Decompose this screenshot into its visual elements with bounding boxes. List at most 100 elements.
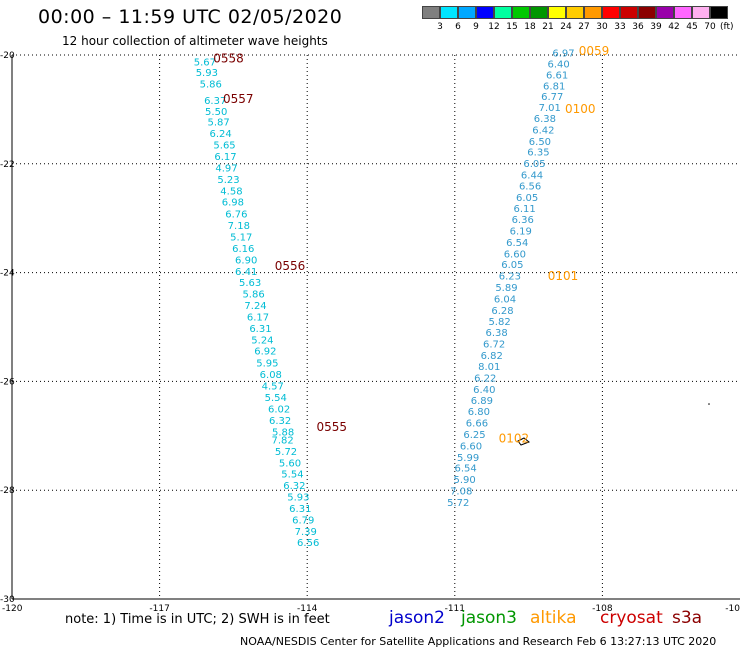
wave-height-label: 5.63 [239, 278, 261, 289]
wave-height-label: 5.54 [265, 393, 287, 404]
wave-height-label: 5.54 [281, 470, 303, 481]
wave-height-label: 6.42 [532, 125, 554, 136]
color-scale-swatch [656, 6, 674, 19]
color-scale-tick-label: 18 [524, 22, 536, 32]
legend-cryosat-label: cryosat [600, 608, 663, 628]
wave-height-label: 6.82 [481, 351, 503, 362]
wave-height-label: 6.56 [297, 538, 319, 549]
wave-height-label: 5.82 [488, 317, 510, 328]
wave-height-label: 6.11 [514, 204, 536, 215]
wave-height-label: 5.95 [256, 359, 278, 370]
wave-height-label: 6.16 [232, 244, 254, 255]
wave-height-label: 8.01 [478, 362, 500, 373]
wave-height-label: 6.31 [289, 504, 311, 515]
wave-height-label: 4.58 [220, 186, 242, 197]
wave-height-label: 6.35 [527, 148, 549, 159]
wave-height-label: 6.56 [519, 181, 541, 192]
y-tick-label: -22 [0, 160, 15, 170]
color-scale-tick-label: 3 [437, 22, 443, 32]
wave-height-label: 6.54 [454, 464, 476, 475]
legend-jason2: jason2 [389, 608, 445, 628]
wave-height-label: 6.24 [209, 129, 231, 140]
color-scale-swatch [476, 6, 494, 19]
color-scale-swatch [458, 6, 476, 19]
wave-height-label: 7.24 [244, 301, 266, 312]
wave-height-label: 6.23 [499, 272, 521, 283]
y-tick-label: -24 [0, 269, 15, 279]
wave-height-label: 6.89 [471, 396, 493, 407]
color-scale-tick-label: 70 [704, 22, 716, 32]
wave-height-label: 5.17 [230, 233, 252, 244]
x-tick-label: -108 [592, 604, 613, 614]
color-scale-swatch [566, 6, 584, 19]
wave-height-label: 5.72 [447, 498, 469, 509]
wave-height-label: 5.24 [251, 335, 273, 346]
color-scale-tick-label: 6 [455, 22, 461, 32]
legend-cryosat: cryosat [600, 608, 663, 628]
y-tick-label: -26 [0, 377, 15, 387]
wave-height-label: 6.50 [529, 137, 551, 148]
wave-height-label: 5.87 [208, 118, 230, 129]
wave-height-label: 5.88 [272, 427, 294, 438]
color-scale-swatch [692, 6, 710, 19]
x-tick-label: -117 [149, 604, 169, 614]
wave-height-label: 6.17 [214, 152, 236, 163]
color-scale-tick-label: 36 [632, 22, 644, 32]
wave-height-label: 5.93 [196, 68, 218, 79]
wave-height-label: 6.80 [468, 407, 490, 418]
color-scale-swatch [530, 6, 548, 19]
y-tick-label: -20 [0, 51, 15, 61]
x-tick-label: -10 [725, 604, 740, 614]
wave-height-label: 6.98 [222, 198, 244, 209]
wave-height-label: 6.02 [268, 404, 290, 415]
wave-height-label: 6.76 [225, 210, 247, 221]
legend-s3a: s3a [672, 608, 702, 628]
color-scale-tick-label: 30 [596, 22, 608, 32]
wave-height-label: 7.18 [228, 221, 250, 232]
chart-title: 00:00 – 11:59 UTC 02/05/2020 [38, 6, 343, 28]
pass-time-label: 0558 [213, 52, 244, 66]
wave-height-label: 6.81 [543, 81, 565, 92]
color-scale-tick-label: 24 [560, 22, 572, 32]
wave-height-label: 6.79 [292, 515, 314, 526]
chart-subtitle: 12 hour collection of altimeter wave hei… [62, 34, 328, 48]
legend-altika-label: altika [530, 608, 577, 628]
legend-s3a-label: s3a [672, 608, 703, 628]
wave-height-label: 5.90 [454, 475, 476, 486]
wave-height-label: 6.60 [460, 441, 482, 452]
wave-height-label: 6.77 [541, 92, 563, 103]
color-scale-tick-label: 9 [473, 22, 479, 32]
color-scale-swatch [710, 6, 728, 19]
wave-height-label: 6.92 [254, 347, 276, 358]
color-scale-swatch [602, 6, 620, 19]
wave-height-label: 5.93 [287, 493, 309, 504]
legend-jason3-label: jason3 [461, 608, 517, 628]
color-scale-tick-label: 21 [542, 22, 554, 32]
wave-height-label: 5.67 [194, 57, 216, 68]
wave-height-label: 6.54 [506, 238, 528, 249]
wave-height-label: 6.44 [521, 170, 543, 181]
pass-time-label: 0556 [275, 259, 306, 273]
wave-height-label: 6.38 [534, 114, 556, 125]
pass-time-label: 0101 [548, 269, 579, 283]
color-scale-tick-label: 39 [650, 22, 662, 32]
pass-time-label: 0059 [579, 44, 610, 58]
wave-height-label: 6.40 [547, 60, 569, 71]
wave-height-label: 5.89 [495, 283, 517, 294]
wave-height-label: 5.72 [275, 447, 297, 458]
x-tick-label: -111 [445, 604, 465, 614]
wave-height-label: 7.01 [539, 103, 561, 114]
wave-height-label: 6.19 [510, 227, 532, 238]
wave-height-label: 6.08 [260, 370, 282, 381]
wave-height-label: 6.41 [235, 267, 257, 278]
color-scale-tick-label: 33 [614, 22, 626, 32]
wave-height-label: 6.61 [546, 70, 568, 81]
color-scale-tick-label: 15 [506, 22, 518, 32]
wave-height-label: 4.97 [215, 163, 237, 174]
color-scale-tick-label: 42 [668, 22, 680, 32]
y-tick-label: -30 [0, 595, 15, 605]
wave-height-label: 6.32 [269, 416, 291, 427]
color-scale-swatch [440, 6, 458, 19]
